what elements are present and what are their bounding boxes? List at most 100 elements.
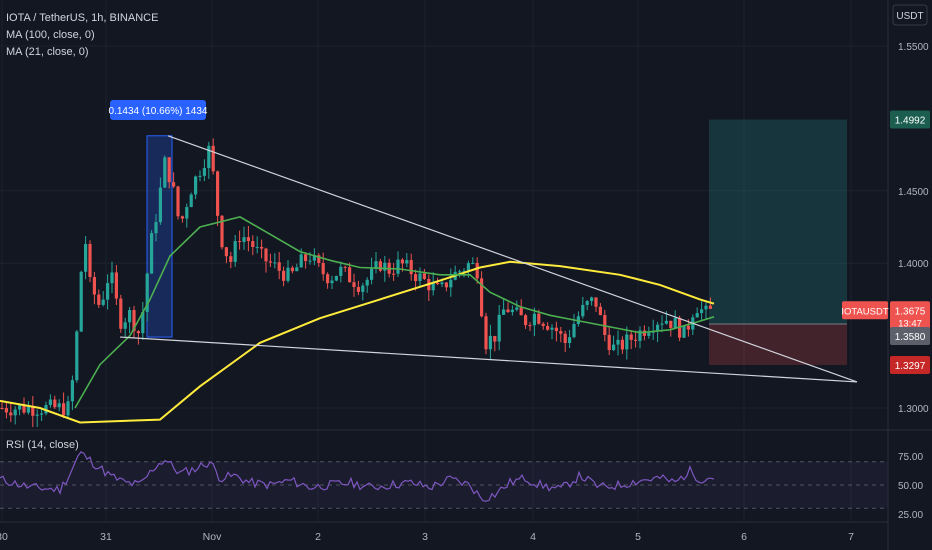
- candle-body: [0, 408, 4, 409]
- time-tick-label[interactable]: 5: [635, 531, 641, 543]
- time-axis[interactable]: 30 31 Nov 2 3 4 5 6 7: [0, 531, 854, 543]
- candle-body: [304, 254, 308, 262]
- candle-body: [444, 282, 448, 288]
- candle-body: [502, 309, 506, 315]
- currency-badge[interactable]: [892, 4, 928, 26]
- candle-body: [198, 175, 202, 177]
- candle-body: [392, 273, 396, 275]
- candle-body: [673, 317, 677, 328]
- candle-body: [638, 330, 642, 341]
- time-tick-label[interactable]: 31: [100, 531, 112, 543]
- candle-body: [418, 273, 422, 282]
- symbol-title: IOTA / TetherUS, 1h, BINANCE: [6, 12, 158, 24]
- ma21-legend[interactable]: MA (21, close, 0): [6, 46, 89, 58]
- target-zone[interactable]: [709, 119, 847, 325]
- ma100-legend[interactable]: MA (100, close, 0): [6, 29, 95, 41]
- candle-body: [101, 299, 105, 305]
- candle-body: [409, 260, 413, 275]
- candle-body: [642, 330, 646, 336]
- candle-body: [475, 262, 479, 279]
- candle-body: [268, 261, 272, 263]
- candle-body: [299, 254, 303, 268]
- rsi-levels: [0, 461, 888, 509]
- ticker-badge-text: IOTAUSDT: [841, 306, 889, 317]
- candle-body: [546, 326, 550, 330]
- candle-body: [180, 216, 184, 219]
- candle-body: [119, 298, 123, 329]
- price-axis[interactable]: USDT: [892, 4, 928, 26]
- time-tick-label[interactable]: Nov: [203, 531, 222, 543]
- candle-body: [634, 339, 638, 341]
- candle-body: [211, 145, 215, 172]
- candle-body: [559, 331, 563, 334]
- candle-body: [26, 406, 30, 413]
- rsi-pane[interactable]: [0, 451, 888, 509]
- candle-body: [603, 315, 607, 335]
- candle-body: [400, 259, 404, 264]
- rsi-ticks: 75.00 50.00 25.00: [898, 452, 923, 521]
- time-tick-label[interactable]: 6: [741, 531, 747, 543]
- price-pane[interactable]: [0, 0, 888, 522]
- ma21-line: [74, 216, 715, 409]
- candle-body: [48, 399, 52, 406]
- rsi-legend[interactable]: RSI (14, close): [6, 439, 79, 451]
- rsi-tick-label: 75.00: [898, 452, 923, 463]
- candle-body: [440, 282, 444, 285]
- candle-body: [356, 287, 360, 292]
- time-tick-label[interactable]: 2: [315, 531, 321, 543]
- time-tick-label[interactable]: 7: [848, 531, 854, 543]
- time-tick-label[interactable]: 30: [0, 531, 8, 543]
- candle-body: [339, 266, 343, 276]
- candle-body: [620, 339, 624, 350]
- trendline-lower[interactable]: [119, 336, 858, 383]
- candle-body: [471, 262, 475, 264]
- candle-body: [255, 246, 259, 248]
- candle-body: [242, 237, 246, 242]
- candle-body: [75, 331, 79, 381]
- time-tick-label[interactable]: 4: [530, 531, 536, 543]
- candle-body: [84, 243, 88, 272]
- entry-badge-text: 1.3580: [895, 332, 926, 343]
- stop-zone[interactable]: [709, 324, 847, 365]
- candle-body: [488, 335, 492, 350]
- price-tick-label: 1.4500: [898, 187, 929, 198]
- candle-body: [462, 270, 466, 272]
- candle-body: [53, 399, 57, 408]
- candle-body: [449, 279, 453, 288]
- candle-body: [136, 331, 140, 334]
- candle-body: [110, 272, 114, 284]
- candle-body: [312, 255, 316, 261]
- candle-body: [436, 282, 440, 285]
- trendline-upper[interactable]: [167, 135, 858, 383]
- candle-body: [295, 267, 299, 272]
- candle-body: [66, 401, 70, 416]
- candle-body: [629, 334, 633, 340]
- candle-body: [207, 145, 211, 169]
- last-price-badge-bg: [890, 301, 930, 330]
- candle-body: [669, 320, 673, 328]
- candle-body: [585, 301, 589, 305]
- candle-body: [167, 157, 171, 183]
- candle-body: [550, 327, 554, 330]
- candle-body: [343, 266, 347, 268]
- candle-body: [18, 405, 22, 410]
- candle-body: [594, 297, 598, 307]
- trendlines[interactable]: [119, 135, 858, 383]
- candle-body: [466, 263, 470, 271]
- countdown-text: 13:47: [898, 318, 922, 329]
- candle-body: [660, 323, 664, 325]
- price-tick-label: 1.4000: [898, 259, 929, 270]
- candle-body: [484, 316, 488, 350]
- candle-body: [40, 413, 44, 415]
- candle-body: [431, 282, 435, 291]
- candle-body: [251, 241, 255, 247]
- candle-body: [414, 274, 418, 282]
- candle-body: [216, 171, 220, 216]
- price-tick-label: 1.5500: [898, 42, 929, 53]
- time-tick-label[interactable]: 3: [422, 531, 428, 543]
- candle-body: [704, 305, 708, 310]
- candle-body: [154, 222, 158, 234]
- long-position-tool[interactable]: [709, 119, 847, 365]
- candle-body: [506, 309, 510, 313]
